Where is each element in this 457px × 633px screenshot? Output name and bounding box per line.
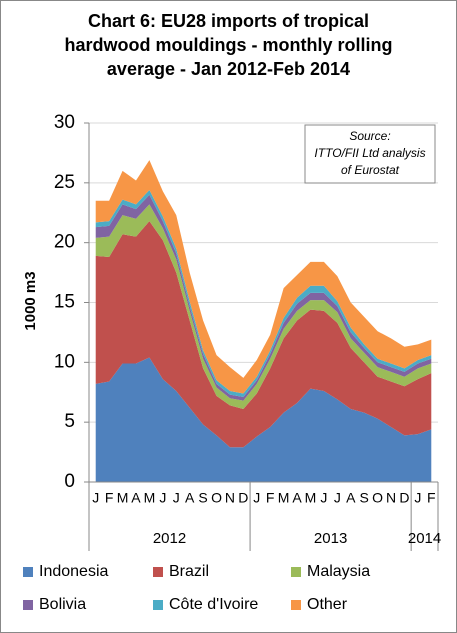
y-tick-label: 20 (54, 232, 75, 253)
x-tick-label: J (320, 490, 327, 506)
x-tick-label: M (305, 490, 317, 506)
x-tick-label: D (399, 490, 409, 506)
x-tick-label: M (278, 490, 290, 506)
y-tick-label: 25 (54, 172, 75, 193)
annotation: of Eurostat (341, 163, 400, 177)
area (95, 221, 432, 448)
chart-title: Chart 6: EU28 imports of tropical hardwo… (64, 11, 393, 79)
x-tick-label: J (159, 490, 166, 506)
legend-swatch (23, 567, 33, 577)
x-tick-label: O (211, 490, 222, 506)
legend-swatch (291, 600, 301, 610)
x-tick-label: A (185, 490, 195, 506)
year-label: 2013 (314, 530, 347, 547)
x-tick-label: J (414, 490, 421, 506)
x-tick-label: F (266, 490, 275, 506)
annotation: ITTO/FII Ltd analysis (314, 146, 425, 160)
legend-swatch (23, 600, 33, 610)
x-tick-label: A (292, 490, 302, 506)
legend-swatch (153, 600, 163, 610)
x-tick-label: N (225, 490, 235, 506)
area (95, 194, 432, 401)
x-tick-label: F (105, 490, 114, 506)
y-tick-label: 10 (54, 351, 75, 372)
legend-label: Bolivia (39, 596, 86, 613)
annotation-box (304, 124, 436, 184)
x-tick-label: M (144, 490, 156, 506)
legend-label: Malaysia (307, 563, 370, 580)
x-tick-label: A (131, 490, 141, 506)
legend-swatch (291, 567, 301, 577)
legend-label: Other (307, 596, 348, 613)
legend-label: Brazil (169, 563, 209, 580)
year-label: 2014 (408, 530, 441, 547)
x-tick-label: D (238, 490, 248, 506)
x-tick-label: O (372, 490, 383, 506)
x-tick-label: A (346, 490, 356, 506)
x-tick-label: M (117, 490, 129, 506)
y-tick-label: 15 (54, 292, 75, 313)
year-label: 2012 (153, 530, 186, 547)
legend-swatch (153, 567, 163, 577)
x-tick-label: S (360, 490, 369, 506)
y-axis-label: 1000 m3 (22, 271, 39, 330)
legend-label: Indonesia (39, 563, 108, 580)
x-tick-label: S (198, 490, 207, 506)
annotation: Source: (349, 129, 390, 143)
y-tick-label: 5 (64, 411, 75, 432)
y-tick-label: 30 (54, 112, 75, 133)
legend-label: Côte d'Ivoire (169, 596, 258, 613)
area (95, 160, 432, 394)
x-tick-label: J (92, 490, 99, 506)
x-tick-label: J (173, 490, 180, 506)
x-tick-label: N (386, 490, 396, 506)
x-tick-label: J (334, 490, 341, 506)
y-tick-label: 0 (64, 471, 75, 492)
x-tick-label: F (427, 490, 436, 506)
x-tick-label: J (253, 490, 260, 506)
area (95, 357, 432, 482)
area (95, 204, 432, 410)
